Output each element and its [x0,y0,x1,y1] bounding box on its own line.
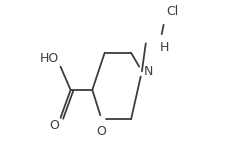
Text: O: O [49,119,59,132]
Text: H: H [159,41,168,54]
Text: O: O [96,125,106,138]
Text: Cl: Cl [166,5,178,18]
Text: N: N [143,65,153,78]
Text: HO: HO [39,52,59,65]
